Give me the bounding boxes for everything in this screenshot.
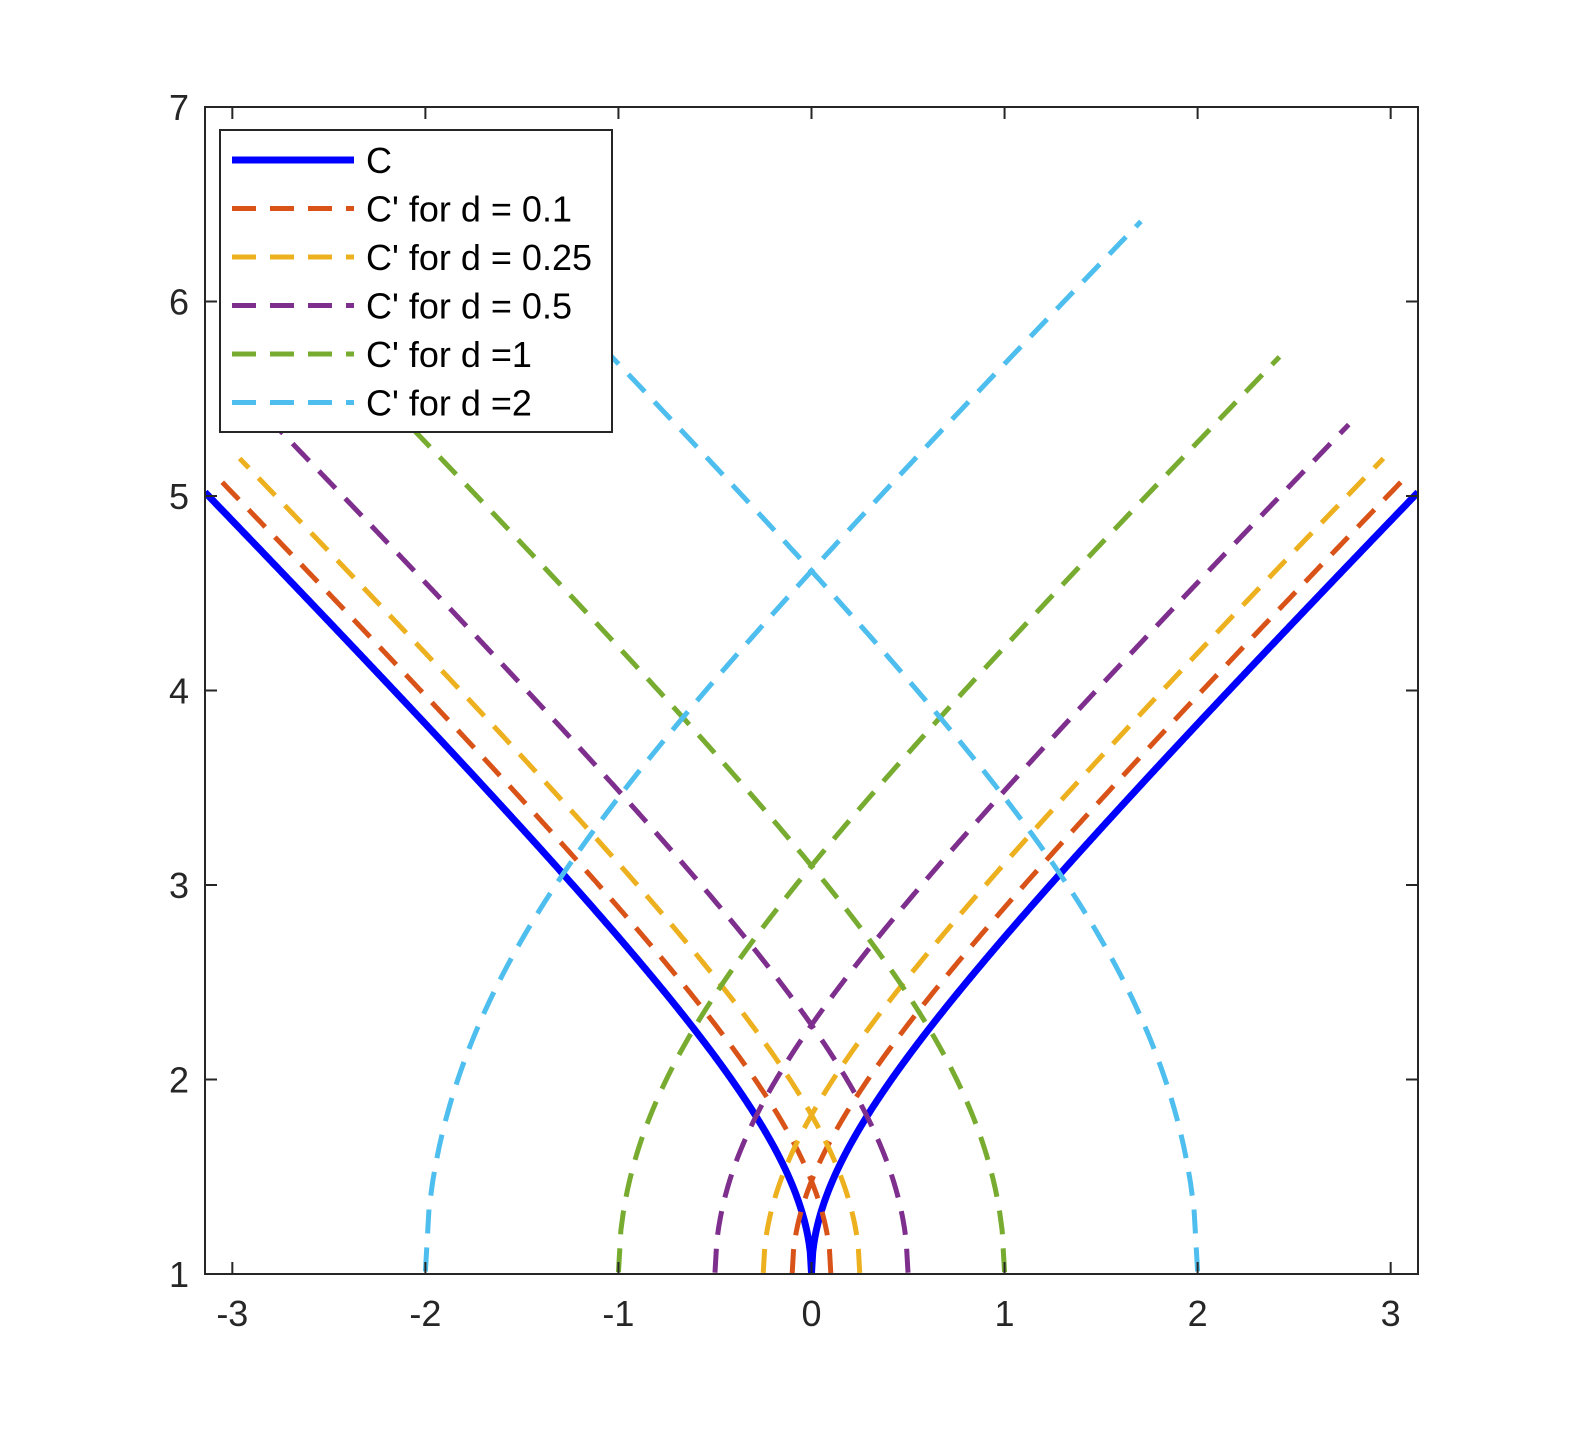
series-line-4-right xyxy=(615,355,1282,1273)
legend-label: C xyxy=(366,140,392,181)
x-tick-label: 1 xyxy=(995,1293,1015,1334)
series-line-1-right xyxy=(789,477,1406,1274)
series-line-0-right xyxy=(808,489,1418,1274)
series-line-2-right xyxy=(760,456,1386,1274)
legend-label: C' for d = 0.25 xyxy=(366,237,592,278)
legend-label: C' for d =1 xyxy=(366,334,532,375)
y-tick-label: 4 xyxy=(169,671,189,712)
y-tick-label: 7 xyxy=(169,87,189,128)
series-line-1-left xyxy=(217,477,834,1274)
series-line-3-left xyxy=(272,422,911,1273)
series-layer xyxy=(205,219,1418,1274)
y-tick-label: 6 xyxy=(169,282,189,323)
x-tick-label: 3 xyxy=(1381,1293,1401,1334)
series-line-2-left xyxy=(237,456,863,1274)
series-line-4-left xyxy=(341,355,1008,1273)
y-tick-label: 2 xyxy=(169,1060,189,1101)
series-line-0-left xyxy=(205,489,815,1274)
series-line-3-right xyxy=(712,422,1351,1273)
legend: C C' for d = 0.1 C' for d = 0.25 C' for d =… xyxy=(219,129,613,433)
x-tick-label: 2 xyxy=(1188,1293,1208,1334)
legend-label: C' for d =2 xyxy=(366,383,532,424)
y-tick-label: 3 xyxy=(169,865,189,906)
y-tick-label: 5 xyxy=(169,476,189,517)
y-tick-label: 1 xyxy=(169,1254,189,1295)
x-tick-label: -1 xyxy=(602,1293,634,1334)
x-tick-label: 0 xyxy=(801,1293,821,1334)
legend-label: C' for d = 0.1 xyxy=(366,189,572,230)
legend-label: C' for d = 0.5 xyxy=(366,286,572,327)
x-tick-label: -3 xyxy=(216,1293,248,1334)
legend-box xyxy=(219,129,613,433)
x-tick-label: -2 xyxy=(409,1293,441,1334)
series-line-5-right xyxy=(422,219,1143,1272)
tick-layer: -3 -2 -1 0 1 2 3 1 2 3 4 5 6 7 xyxy=(169,87,1418,1334)
